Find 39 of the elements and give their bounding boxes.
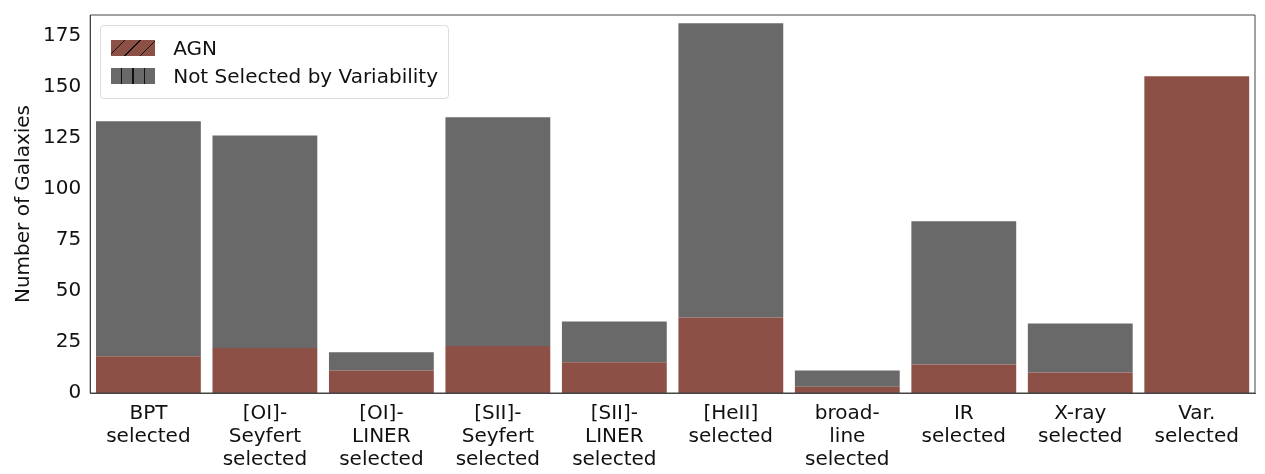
y-tick-label: 75 <box>55 225 82 250</box>
bar <box>794 370 900 387</box>
bar <box>561 321 667 363</box>
x-tick-label: [HeII] selected <box>688 399 774 447</box>
bar <box>212 348 318 393</box>
bar <box>212 135 318 349</box>
bar <box>96 121 201 357</box>
y-tick-label: 150 <box>42 72 82 97</box>
bar <box>678 23 784 318</box>
y-tick-label: 125 <box>42 123 82 148</box>
y-tick-label: 175 <box>42 21 82 46</box>
bar <box>911 221 1017 365</box>
y-tick-label: 100 <box>42 174 82 199</box>
y-tick-label: 25 <box>55 328 82 353</box>
y-tick-label: 0 <box>68 379 82 404</box>
bar <box>911 364 1017 393</box>
legend-label: AGN <box>173 36 217 60</box>
x-tick-label: [OI]- LINER selected <box>339 399 424 470</box>
bar <box>1144 76 1250 393</box>
bar <box>561 362 667 393</box>
x-tick-label: Var. selected <box>1154 399 1239 447</box>
legend-label: Not Selected by Variability <box>173 64 438 88</box>
bar <box>445 117 551 347</box>
bar <box>328 370 434 393</box>
bar <box>1027 372 1133 393</box>
bar <box>1027 323 1133 373</box>
bar <box>96 356 201 393</box>
y-axis-title: Number of Galaxies <box>10 104 35 304</box>
x-tick-label: IR selected <box>921 399 1007 447</box>
bar <box>678 317 784 393</box>
x-tick-label: BPT selected <box>106 399 191 447</box>
bar <box>445 346 551 393</box>
y-tick-label: 50 <box>55 277 82 302</box>
x-tick-label: [OI]- Seyfert selected <box>222 399 308 470</box>
bar <box>328 352 434 371</box>
x-tick-label: [SII]- Seyfert selected <box>455 399 541 470</box>
x-tick-label: X-ray selected <box>1038 399 1123 447</box>
x-tick-label: broad- line selected <box>805 399 890 470</box>
x-tick-label: [SII]- LINER selected <box>572 399 657 470</box>
